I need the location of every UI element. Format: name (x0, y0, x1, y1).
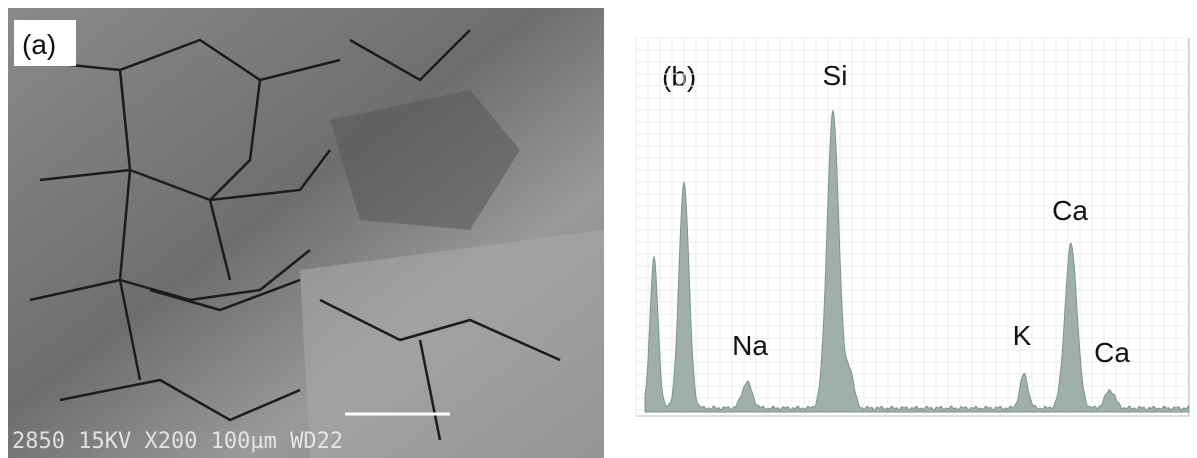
peak-label: Ca (1052, 195, 1088, 226)
sem-patch (300, 230, 604, 458)
peak-label: Na (732, 330, 768, 361)
panel-label: (b) (662, 61, 696, 92)
figure: (a) 2850 15KV X200 100µm WD22 (b) Na Si K C… (0, 0, 1197, 458)
scale-bar-text: 2850 15KV X200 100µm WD22 (12, 429, 343, 454)
peak-label: Si (823, 60, 848, 91)
panel-label: (a) (22, 29, 56, 60)
sem-panel: (a) 2850 15KV X200 100µm WD22 (8, 8, 604, 458)
spectrum-panel: (b) Na Si K Ca Ca (636, 38, 1189, 416)
peak-label: K (1013, 320, 1032, 351)
peak-label: Ca (1094, 337, 1130, 368)
